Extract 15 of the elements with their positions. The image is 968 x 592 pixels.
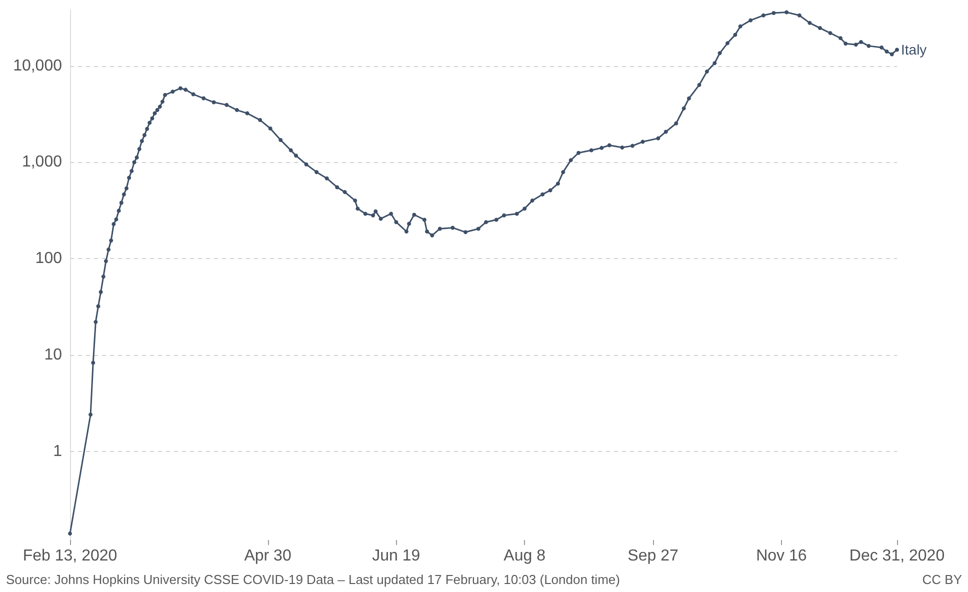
x-tick-label: Sep 27 [628,548,678,564]
text: CC BY [922,572,962,587]
y-tick-label: 1,000 [22,154,62,171]
x-tick-label: Aug 8 [504,548,546,564]
x-tick-label: Nov 16 [756,548,807,564]
x-tick-label: Feb 13, 2020 [22,548,118,564]
x-tick-label: Apr 30 [244,548,292,564]
series-label: Italy [901,42,927,58]
text: 10 [44,346,62,364]
x-tick-label: Jun 19 [372,548,420,564]
y-tick-label: 10,000 [13,57,62,74]
source-note: Source: Johns Hopkins University CSSE COVID-19 Data – Last updated 17 February, 10:03 (London time) [6,572,620,587]
text: 100 [35,250,62,268]
text: 1 [53,442,62,460]
x-tick-label: Dec 31, 2020 [849,548,945,564]
